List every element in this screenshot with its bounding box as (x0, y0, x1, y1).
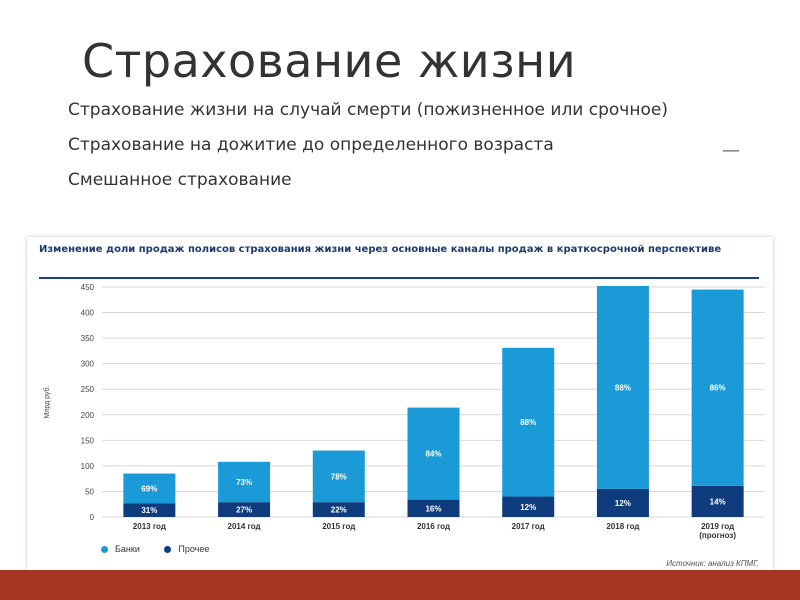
chart-source: Источник: анализ КПМГ. (666, 559, 759, 568)
data-label-banks: 78% (331, 472, 347, 481)
y-tick-label: 0 (90, 513, 95, 522)
legend-swatch-other (164, 545, 172, 553)
y-tick-label: 300 (81, 360, 95, 369)
chart-panel: Изменение доли продаж полисов страховани… (27, 237, 773, 571)
bar-segment-banks (502, 347, 555, 497)
x-tick-label: 2014 год (228, 522, 261, 531)
bullet-item: Смешанное страхование (68, 170, 292, 190)
footer-bar (0, 570, 800, 600)
data-label-banks: 73% (236, 478, 252, 487)
bar-segment-banks (596, 285, 649, 489)
slide-title: Страхование жизни (82, 34, 577, 88)
x-tick-label: 2015 год (322, 522, 355, 531)
bar-segment-banks (407, 407, 460, 500)
bullet-item: Страхование жизни на случай смерти (пожи… (68, 100, 668, 120)
bar-segment-other (123, 503, 176, 517)
y-tick-label: 150 (81, 436, 95, 445)
y-tick-label: 200 (81, 411, 95, 420)
bar-segment-banks (123, 473, 176, 504)
bar-segment-other (596, 488, 649, 517)
bar-segment-other (502, 496, 555, 517)
bullet-item: Страхование на дожитие до определенного … (68, 135, 554, 155)
y-tick-label: 400 (81, 309, 95, 318)
data-label-other: 12% (520, 503, 536, 512)
legend-item-other: Прочее (164, 544, 209, 554)
x-tick-label: 2017 год (512, 522, 545, 531)
y-tick-label: 450 (81, 283, 95, 292)
data-label-banks: 84% (425, 450, 441, 459)
y-tick-label: 350 (81, 334, 95, 343)
legend-label-banks: Банки (115, 544, 140, 554)
y-tick-label: 100 (81, 462, 95, 471)
bar-chart: 0 50 100 150 200 250 300 350 400 450 Млрд руб. 31% 6… (43, 283, 765, 540)
dash-mark: — (722, 140, 740, 161)
y-axis-label: Млрд руб. (43, 385, 51, 418)
chart-legend: Банки Прочее (101, 544, 231, 555)
bar-segment-other (218, 502, 271, 517)
bullet-list: Страхование жизни на случай смерти (пожи… (68, 100, 668, 205)
legend-swatch-banks (101, 545, 108, 553)
x-tick-label: 2018 год (606, 522, 639, 531)
bar-segment-other (407, 499, 460, 517)
data-label-other: 16% (425, 504, 441, 513)
bar-segment-banks (691, 289, 744, 486)
x-tick-label: 2016 год (417, 522, 450, 531)
legend-label-other: Прочее (178, 544, 210, 554)
x-tick-label: 2013 год (133, 522, 166, 531)
bar-segment-banks (218, 461, 271, 503)
data-label-other: 14% (710, 497, 726, 506)
legend-item-banks: Банки (101, 544, 140, 554)
data-label-banks: 88% (520, 418, 536, 427)
bar-segment-other (312, 502, 365, 517)
bar-segment-banks (312, 450, 365, 503)
y-tick-label: 50 (85, 487, 94, 496)
data-label-other: 22% (331, 506, 347, 515)
data-label-other: 31% (141, 506, 157, 515)
data-label-banks: 88% (615, 383, 631, 392)
bar-segment-other (691, 485, 744, 517)
x-tick-label: 2019 год (701, 522, 734, 531)
data-label-other: 12% (615, 499, 631, 508)
chart-title: Изменение доли продаж полисов страховани… (39, 244, 722, 255)
data-label-banks: 69% (141, 484, 157, 493)
chart-title-rule (39, 277, 759, 279)
y-tick-label: 250 (81, 385, 95, 394)
data-label-other: 27% (236, 506, 252, 515)
data-label-banks: 86% (710, 384, 726, 393)
x-tick-label-sub: (прогноз) (699, 531, 736, 540)
